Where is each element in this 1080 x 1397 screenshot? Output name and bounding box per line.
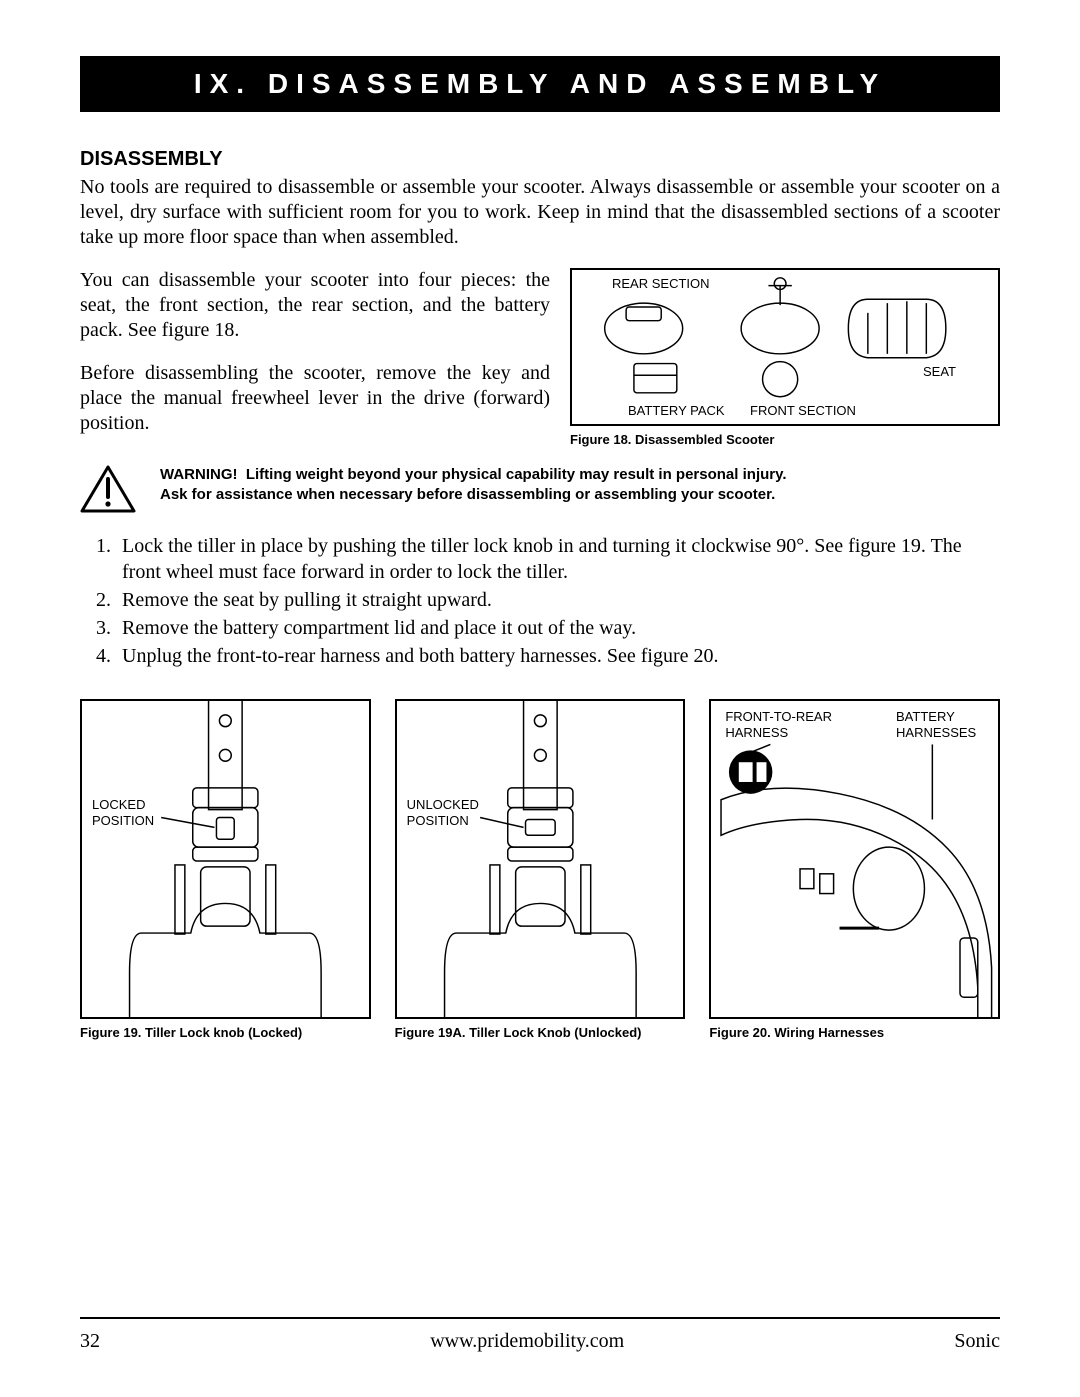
footer-rule [80, 1317, 1000, 1319]
step-3: Remove the battery compartment lid and p… [116, 615, 1000, 641]
step-2: Remove the seat by pulling it straight u… [116, 587, 1000, 613]
warning-line1: Lifting weight beyond your physical capa… [246, 466, 787, 483]
steps-list: Lock the tiller in place by pushing the … [80, 533, 1000, 669]
fig18-drawing [572, 270, 998, 424]
fig19-drawing [82, 701, 369, 1017]
fig19a-drawing [397, 701, 684, 1017]
fig18-label-rear: REAR SECTION [612, 276, 710, 291]
fig19a-label: UNLOCKED POSITION [407, 797, 487, 828]
warning-icon [80, 465, 136, 513]
figure-19-caption: Figure 19. Tiller Lock knob (Locked) [80, 1025, 371, 1040]
fig18-label-front: FRONT SECTION [750, 403, 856, 418]
warning-prefix: WARNING! [160, 466, 238, 483]
figure-20-caption: Figure 20. Wiring Harnesses [709, 1025, 1000, 1040]
figure-18-caption: Figure 18. Disassembled Scooter [570, 432, 1000, 447]
footer-page-number: 32 [80, 1330, 100, 1353]
warning-block: WARNING! Lifting weight beyond your phys… [80, 465, 1000, 513]
figure-19: LOCKED POSITION [80, 699, 371, 1019]
figure-19a-caption: Figure 19A. Tiller Lock Knob (Unlocked) [395, 1025, 686, 1040]
section-heading: DISASSEMBLY [80, 148, 1000, 171]
fig18-label-seat: SEAT [923, 364, 956, 379]
fig20-drawing [711, 701, 998, 1017]
footer-product: Sonic [954, 1330, 1000, 1353]
fig18-label-battery: BATTERY PACK [628, 403, 725, 418]
figure-19a: UNLOCKED POSITION [395, 699, 686, 1019]
paragraph-1: No tools are required to disassemble or … [80, 175, 1000, 250]
fig20-label-right: BATTERY HARNESSES [896, 709, 986, 740]
paragraph-2: You can disassemble your scooter into fo… [80, 268, 550, 343]
fig19-label: LOCKED POSITION [92, 797, 162, 828]
footer-url: www.pridemobility.com [430, 1330, 624, 1353]
warning-line2: Ask for assistance when necessary before… [160, 486, 775, 503]
page-footer: 32 www.pridemobility.com Sonic [80, 1330, 1000, 1353]
fig20-label-left: FRONT-TO-REAR HARNESS [725, 709, 845, 740]
step-1: Lock the tiller in place by pushing the … [116, 533, 1000, 585]
figure-18: REAR SECTION SEAT BATTERY PACK FRONT SEC… [570, 268, 1000, 426]
paragraph-3: Before disassembling the scooter, remove… [80, 361, 550, 436]
step-4: Unplug the front-to-rear harness and bot… [116, 643, 1000, 669]
chapter-title-bar: IX. DISASSEMBLY AND ASSEMBLY [80, 56, 1000, 112]
figure-20: FRONT-TO-REAR HARNESS BATTERY HARNESSES [709, 699, 1000, 1019]
warning-text: WARNING! Lifting weight beyond your phys… [160, 465, 787, 504]
